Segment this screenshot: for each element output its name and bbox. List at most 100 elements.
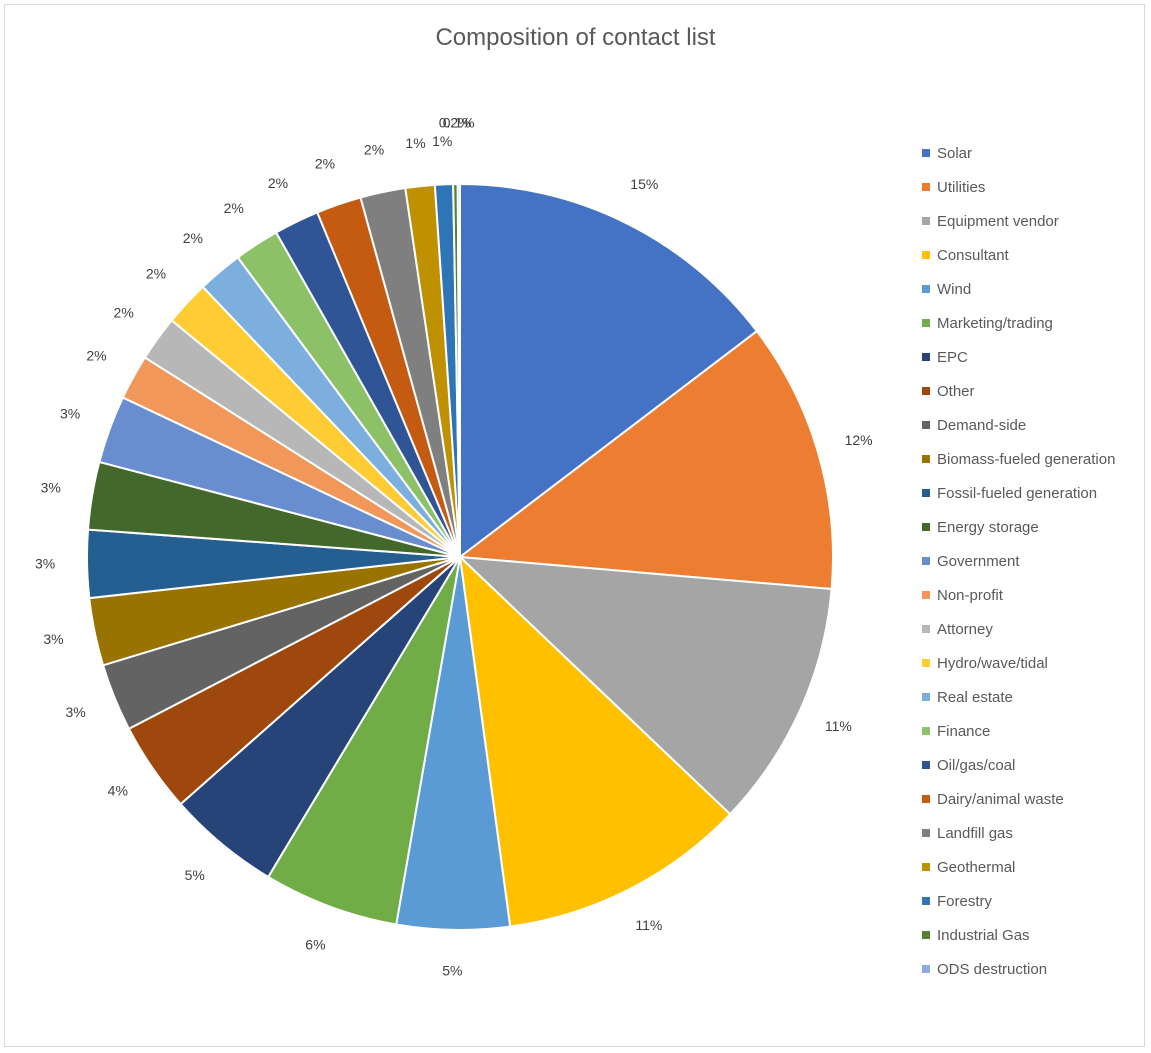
data-label-7: 4% bbox=[108, 782, 128, 798]
legend-label: Real estate bbox=[937, 688, 1013, 706]
legend-swatch bbox=[922, 659, 930, 667]
legend-swatch bbox=[922, 761, 930, 769]
legend-item-1: Utilities bbox=[922, 170, 1147, 204]
legend-label: Dairy/animal waste bbox=[937, 790, 1064, 808]
legend-label: Industrial Gas bbox=[937, 926, 1030, 944]
legend-swatch bbox=[922, 421, 930, 429]
pie-slice-24 bbox=[456, 182, 461, 558]
legend-item-14: Attorney bbox=[922, 612, 1147, 646]
legend-label: Demand-side bbox=[937, 416, 1027, 434]
legend-swatch bbox=[922, 217, 930, 225]
legend-label: Government bbox=[937, 552, 1020, 570]
legend-label: Consultant bbox=[937, 246, 1009, 264]
legend-swatch bbox=[922, 489, 930, 497]
legend-label: Marketing/trading bbox=[937, 314, 1053, 332]
data-label-12: 3% bbox=[60, 405, 80, 421]
legend-item-8: Demand-side bbox=[922, 408, 1147, 442]
legend-swatch bbox=[922, 183, 930, 191]
legend-swatch bbox=[922, 251, 930, 259]
data-label-9: 3% bbox=[43, 631, 63, 647]
legend-label: Equipment vendor bbox=[937, 212, 1059, 230]
legend-item-5: Marketing/trading bbox=[922, 306, 1147, 340]
legend-label: Other bbox=[937, 382, 975, 400]
legend-item-11: Energy storage bbox=[922, 510, 1147, 544]
legend-item-6: EPC bbox=[922, 340, 1147, 374]
legend-item-15: Hydro/wave/tidal bbox=[922, 646, 1147, 680]
data-label-22: 1% bbox=[432, 133, 452, 149]
legend-swatch bbox=[922, 387, 930, 395]
legend-swatch bbox=[922, 523, 930, 531]
data-label-20: 2% bbox=[364, 142, 384, 158]
legend-label: Energy storage bbox=[937, 518, 1039, 536]
legend-label: Non-profit bbox=[937, 586, 1003, 604]
legend-label: Wind bbox=[937, 280, 972, 298]
legend-item-24: ODS destruction bbox=[922, 952, 1147, 986]
legend-label: Finance bbox=[937, 722, 991, 740]
data-label-14: 2% bbox=[114, 305, 134, 321]
legend-item-12: Government bbox=[922, 544, 1147, 578]
legend-label: Geothermal bbox=[937, 858, 1016, 876]
legend-item-23: Industrial Gas bbox=[922, 918, 1147, 952]
data-label-4: 5% bbox=[442, 963, 462, 979]
legend-swatch bbox=[922, 319, 930, 327]
data-label-21: 1% bbox=[405, 135, 425, 151]
legend-swatch bbox=[922, 149, 930, 157]
data-label-23: 0.2% bbox=[439, 115, 471, 131]
data-label-11: 3% bbox=[41, 479, 61, 495]
legend-item-10: Fossil-fueled generation bbox=[922, 476, 1147, 510]
data-label-19: 2% bbox=[315, 155, 335, 171]
pie-slice-5 bbox=[266, 556, 461, 926]
legend-label: Biomass-fueled generation bbox=[937, 450, 1116, 468]
legend-label: Utilities bbox=[937, 178, 986, 196]
legend-label: EPC bbox=[937, 348, 968, 366]
legend-item-19: Dairy/animal waste bbox=[922, 782, 1147, 816]
data-label-1: 12% bbox=[845, 432, 873, 448]
legend-item-9: Biomass-fueled generation bbox=[922, 442, 1147, 476]
legend-item-2: Equipment vendor bbox=[922, 204, 1147, 238]
pie-slice-3 bbox=[458, 554, 732, 928]
legend-item-3: Consultant bbox=[922, 238, 1147, 272]
legend-item-18: Oil/gas/coal bbox=[922, 748, 1147, 782]
data-label-13: 2% bbox=[86, 348, 106, 364]
data-label-3: 11% bbox=[635, 917, 662, 933]
legend-label: ODS destruction bbox=[937, 960, 1048, 978]
legend-swatch bbox=[922, 897, 930, 905]
data-label-16: 2% bbox=[183, 230, 203, 246]
pie-slice-2 bbox=[457, 555, 833, 816]
data-label-5: 6% bbox=[305, 937, 325, 953]
legend-label: Hydro/wave/tidal bbox=[937, 654, 1048, 672]
chart-legend: Solar Utilities Equipment vendor Consultant… bbox=[922, 136, 1147, 986]
legend-label: Attorney bbox=[937, 620, 993, 638]
legend-item-21: Geothermal bbox=[922, 850, 1147, 884]
data-label-6: 5% bbox=[185, 867, 205, 883]
pie-slice-1 bbox=[457, 329, 834, 591]
legend-item-22: Forestry bbox=[922, 884, 1147, 918]
legend-item-17: Finance bbox=[922, 714, 1147, 748]
chart-title: Composition of contact list bbox=[435, 24, 716, 51]
data-label-10: 3% bbox=[35, 555, 55, 571]
legend-swatch bbox=[922, 931, 930, 939]
legend-item-13: Non-profit bbox=[922, 578, 1147, 612]
data-label-18: 2% bbox=[268, 175, 288, 191]
legend-item-4: Wind bbox=[922, 272, 1147, 306]
data-label-15: 2% bbox=[146, 265, 166, 281]
legend-label: Solar bbox=[937, 144, 973, 162]
data-label-8: 3% bbox=[66, 704, 86, 720]
legend-swatch bbox=[922, 625, 930, 633]
legend-swatch bbox=[922, 353, 930, 361]
legend-swatch bbox=[922, 795, 930, 803]
legend-swatch bbox=[922, 863, 930, 871]
data-label-24: 0.1% bbox=[443, 115, 475, 131]
legend-swatch bbox=[922, 727, 930, 735]
legend-item-7: Other bbox=[922, 374, 1147, 408]
legend-swatch bbox=[922, 591, 930, 599]
legend-swatch bbox=[922, 557, 930, 565]
data-label-0: 15% bbox=[630, 176, 658, 192]
legend-swatch bbox=[922, 829, 930, 837]
legend-swatch bbox=[922, 965, 930, 973]
legend-item-0: Solar bbox=[922, 136, 1147, 170]
pie-slice-0 bbox=[459, 182, 759, 560]
legend-label: Landfill gas bbox=[937, 824, 1013, 842]
legend-label: Forestry bbox=[937, 892, 993, 910]
